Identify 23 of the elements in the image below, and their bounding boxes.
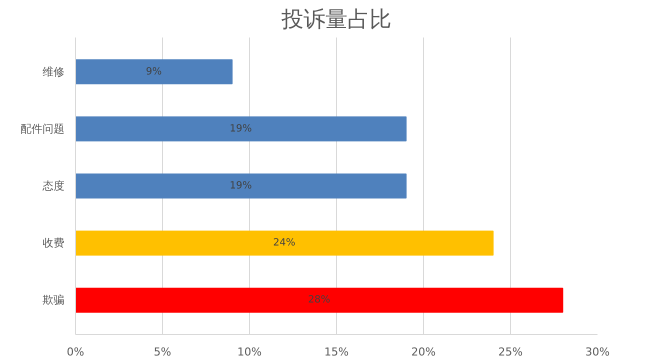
bar: [76, 230, 494, 256]
data-label: 24%: [273, 238, 296, 249]
bar: [76, 59, 233, 84]
y-tick-label: 欺骗: [42, 294, 64, 307]
x-tick-label: 25%: [498, 346, 523, 358]
x-tick-label: 20%: [411, 346, 436, 358]
x-tick-label: 10%: [237, 346, 262, 358]
data-label: 9%: [146, 66, 162, 78]
data-label: 28%: [308, 294, 330, 306]
y-tick-label: 收费: [42, 236, 64, 250]
x-tick-label: 0%: [66, 346, 84, 358]
data-label: 19%: [230, 180, 252, 192]
chart-title: 投诉量占比: [280, 8, 392, 32]
data-label: 19%: [230, 123, 252, 134]
y-tick-label: 配件问题: [20, 122, 64, 136]
bar: [76, 174, 407, 198]
x-tick-label: 30%: [585, 346, 610, 358]
bar: [76, 116, 407, 142]
bar: [76, 288, 564, 313]
y-tick-label: 态度: [42, 180, 64, 192]
y-tick-label: 维修: [42, 65, 64, 78]
x-tick-label: 5%: [154, 346, 172, 358]
x-tick-label: 15%: [324, 346, 349, 358]
